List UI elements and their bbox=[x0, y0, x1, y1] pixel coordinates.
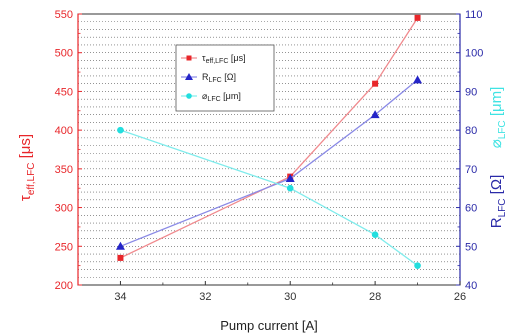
legend-swatch-marker bbox=[185, 73, 193, 80]
left-tick-label: 400 bbox=[55, 125, 73, 137]
legend-label-tau: τeff,LFC [μs] bbox=[202, 53, 246, 65]
legend-swatch-marker bbox=[186, 55, 192, 61]
series-line-2 bbox=[120, 129, 418, 267]
left-tick-label: 350 bbox=[55, 164, 73, 176]
legend-item-diameter: ⌀LFC [μm] bbox=[181, 91, 241, 103]
series-point-0 bbox=[117, 254, 124, 261]
left-tick-label: 550 bbox=[55, 9, 73, 21]
left-y-title-main: τ bbox=[17, 195, 34, 201]
right-tick-label: 70 bbox=[465, 164, 477, 176]
x-tick-label: 28 bbox=[369, 291, 381, 303]
right-tick-label: 100 bbox=[465, 48, 483, 60]
left-y-title-sub: eff,LFC bbox=[26, 163, 37, 196]
right-y-axis: 40 50 60 70 80 90 100 110 bbox=[456, 9, 483, 292]
right-tick-label: 110 bbox=[465, 9, 483, 21]
legend-item-resistance: RLFC [Ω] bbox=[181, 72, 236, 84]
legend-item-tau: τeff,LFC [μs] bbox=[181, 53, 246, 65]
series-point-1 bbox=[285, 174, 295, 183]
series-point-2 bbox=[117, 126, 124, 134]
legend-label-diameter: ⌀LFC [μm] bbox=[202, 91, 241, 103]
series-point-2 bbox=[371, 231, 379, 238]
right-y-title2-unit: [μm] bbox=[488, 87, 505, 121]
right-tick-label: 90 bbox=[465, 86, 477, 98]
right-y-title-main: R bbox=[488, 217, 505, 228]
left-tick-label: 300 bbox=[55, 203, 73, 215]
x-tick-label: 30 bbox=[284, 291, 296, 303]
x-tick-label: 26 bbox=[454, 291, 466, 303]
legend-label-resistance: RLFC [Ω] bbox=[202, 72, 236, 84]
series bbox=[115, 14, 423, 269]
x-tick-label: 34 bbox=[114, 291, 126, 303]
series-point-2 bbox=[414, 262, 421, 269]
right-y-title-unit: [Ω] bbox=[488, 175, 505, 199]
x-axis: 34 32 30 28 26 bbox=[114, 281, 466, 303]
series-point-1 bbox=[115, 241, 125, 250]
left-tick-label: 500 bbox=[55, 48, 73, 60]
right-y-axis-title-2: ⌀LFC [μm] bbox=[488, 87, 508, 149]
series-point-0 bbox=[414, 14, 421, 21]
left-y-title-unit: [μs] bbox=[17, 134, 34, 163]
right-y-axis-title: RLFC [Ω] bbox=[488, 175, 508, 228]
x-axis-title: Pump current [A] bbox=[220, 318, 318, 333]
left-tick-label: 450 bbox=[55, 86, 73, 98]
gridlines bbox=[78, 21, 460, 278]
legend: τeff,LFC [μs] RLFC [Ω] ⌀LFC [μm] bbox=[175, 44, 275, 112]
x-tick-label: 32 bbox=[199, 291, 211, 303]
left-y-axis: 200 250 300 350 400 450 500 550 bbox=[55, 9, 82, 292]
legend-box bbox=[175, 44, 275, 112]
right-tick-label: 40 bbox=[465, 280, 477, 292]
legend-swatch-marker bbox=[186, 93, 192, 99]
series-point-0 bbox=[372, 80, 379, 87]
right-tick-label: 50 bbox=[465, 241, 477, 253]
right-y-title2-main: ⌀ bbox=[488, 139, 505, 148]
series-point-2 bbox=[286, 184, 294, 192]
series-line-1 bbox=[120, 79, 419, 247]
series-point-1 bbox=[413, 75, 423, 84]
right-y-title2-sub: LFC bbox=[497, 120, 508, 139]
series-point-1 bbox=[370, 110, 380, 119]
left-tick-label: 250 bbox=[55, 241, 73, 253]
series-line-0 bbox=[120, 17, 419, 259]
right-tick-label: 60 bbox=[465, 203, 477, 215]
left-tick-label: 200 bbox=[55, 280, 73, 292]
right-tick-label: 80 bbox=[465, 125, 477, 137]
left-y-axis-title: τeff,LFC [μs] bbox=[17, 134, 37, 201]
right-y-title-sub: LFC bbox=[497, 198, 508, 217]
